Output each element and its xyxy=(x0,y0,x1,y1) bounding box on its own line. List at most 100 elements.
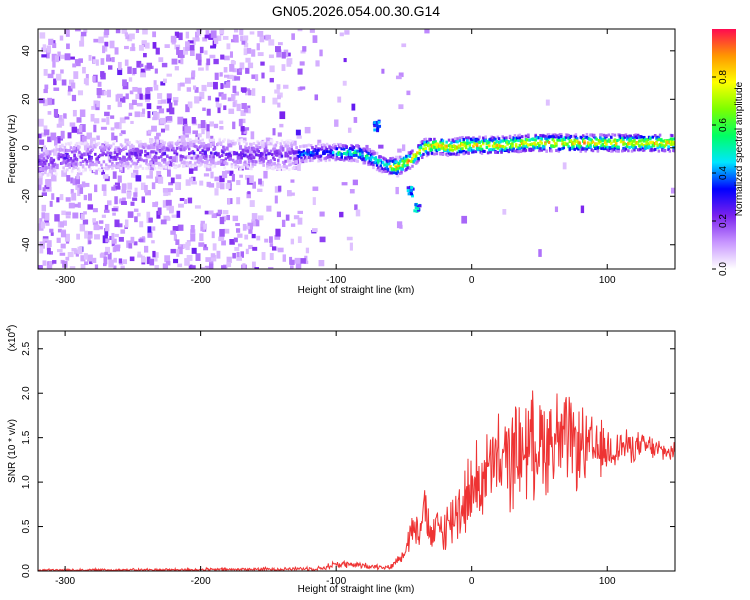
heatmap-cell xyxy=(44,185,50,190)
heatmap-cell xyxy=(289,163,292,167)
heatmap-cell xyxy=(599,135,602,139)
heatmap-cell xyxy=(325,147,329,151)
heatmap-cell xyxy=(69,158,73,162)
heatmap-cell xyxy=(345,145,348,149)
heatmap-cell xyxy=(277,247,284,253)
heatmap-cell xyxy=(622,140,625,144)
heatmap-cell xyxy=(419,143,423,147)
y-tick-label: 20 xyxy=(21,93,32,105)
heatmap-cell xyxy=(303,151,307,155)
heatmap-cell xyxy=(600,133,603,137)
heatmap-cell xyxy=(43,238,49,242)
heatmap-cell xyxy=(178,203,184,208)
heatmap-cell xyxy=(130,151,134,155)
heatmap-cell xyxy=(269,149,273,153)
heatmap-cell xyxy=(73,71,79,79)
heatmap-cell xyxy=(414,154,418,158)
heatmap-cell xyxy=(73,146,76,150)
heatmap-cell xyxy=(485,146,489,150)
heatmap-cell xyxy=(82,66,86,74)
heatmap-cell xyxy=(132,197,138,201)
heatmap-cell xyxy=(172,97,179,103)
heatmap-cell xyxy=(107,144,110,148)
heatmap-cell xyxy=(175,152,179,156)
heatmap-cell xyxy=(245,142,248,146)
heatmap-cell xyxy=(171,214,178,218)
heatmap-cell xyxy=(229,154,232,158)
heatmap-cell xyxy=(210,254,217,262)
heatmap-cell xyxy=(243,107,249,113)
heatmap-cell xyxy=(122,197,126,202)
heatmap-cell xyxy=(44,84,49,90)
heatmap-cell xyxy=(468,141,472,145)
heatmap-cell xyxy=(342,152,346,156)
heatmap-cell xyxy=(42,260,47,266)
heatmap-cell xyxy=(222,35,229,40)
heatmap-cell xyxy=(41,172,45,176)
heatmap-cell xyxy=(429,137,433,141)
heatmap-cell xyxy=(135,93,141,100)
heatmap-cell xyxy=(660,140,663,144)
heatmap-cell xyxy=(390,169,393,173)
heatmap-cell xyxy=(86,152,90,156)
heatmap-cell xyxy=(295,146,298,150)
snr-y-multiplier-exp: 4 xyxy=(6,328,13,332)
heatmap-cell xyxy=(159,163,163,169)
heatmap-cell xyxy=(226,43,231,50)
heatmap-cell xyxy=(563,137,567,141)
heatmap-cell xyxy=(500,150,503,154)
heatmap-cell xyxy=(152,164,156,168)
heatmap-cell xyxy=(275,228,281,237)
heatmap-cell xyxy=(562,143,565,147)
heatmap-cell xyxy=(175,174,182,180)
heatmap-cell xyxy=(251,74,257,79)
heatmap-cell xyxy=(169,107,175,115)
heatmap-cell xyxy=(128,77,133,82)
heatmap-cell xyxy=(579,144,583,148)
heatmap-cell xyxy=(65,256,70,261)
heatmap-cell xyxy=(249,200,255,207)
heatmap-cell xyxy=(238,139,241,143)
heatmap-cell xyxy=(279,152,282,156)
heatmap-cell xyxy=(450,152,453,156)
heatmap-cell xyxy=(229,63,233,72)
heatmap-cell xyxy=(420,155,424,159)
heatmap-cell xyxy=(347,148,351,152)
heatmap-cell xyxy=(56,148,59,152)
snr-x-label: Height of straight line (km) xyxy=(298,584,415,595)
heatmap-cell xyxy=(203,144,209,150)
heatmap-cell xyxy=(89,163,92,167)
heatmap-cell xyxy=(336,152,340,156)
heatmap-cell xyxy=(56,166,59,170)
heatmap-cell xyxy=(411,149,414,153)
heatmap-cell xyxy=(366,150,369,154)
heatmap-cell xyxy=(513,149,517,153)
snr-series xyxy=(38,390,675,571)
heatmap-cell xyxy=(213,123,219,129)
heatmap-cell xyxy=(74,162,78,166)
heatmap-cell xyxy=(141,166,145,170)
heatmap-cell xyxy=(333,143,336,147)
heatmap-cell xyxy=(633,148,636,152)
heatmap-cell xyxy=(93,124,97,133)
heatmap-cell xyxy=(280,139,284,143)
heatmap-cell xyxy=(201,129,205,135)
snr-y-multiplier-close: ) xyxy=(7,325,18,328)
heatmap-cell xyxy=(208,164,212,168)
heatmap-cell xyxy=(89,168,92,172)
heatmap-cell xyxy=(53,169,57,173)
heatmap-cell xyxy=(527,143,530,147)
heatmap-cell xyxy=(569,134,573,138)
heatmap-cell xyxy=(124,161,128,165)
heatmap-cell xyxy=(145,190,151,196)
heatmap-cell xyxy=(264,238,269,243)
heatmap-cell xyxy=(199,46,204,54)
heatmap-cell xyxy=(191,247,197,254)
heatmap-cell xyxy=(140,150,143,154)
heatmap-cell xyxy=(268,54,274,59)
heatmap-cell xyxy=(201,84,207,92)
heatmap-cell xyxy=(217,103,222,108)
heatmap-cell xyxy=(179,197,185,202)
heatmap-cell xyxy=(86,143,90,147)
heatmap-cell xyxy=(162,263,169,269)
